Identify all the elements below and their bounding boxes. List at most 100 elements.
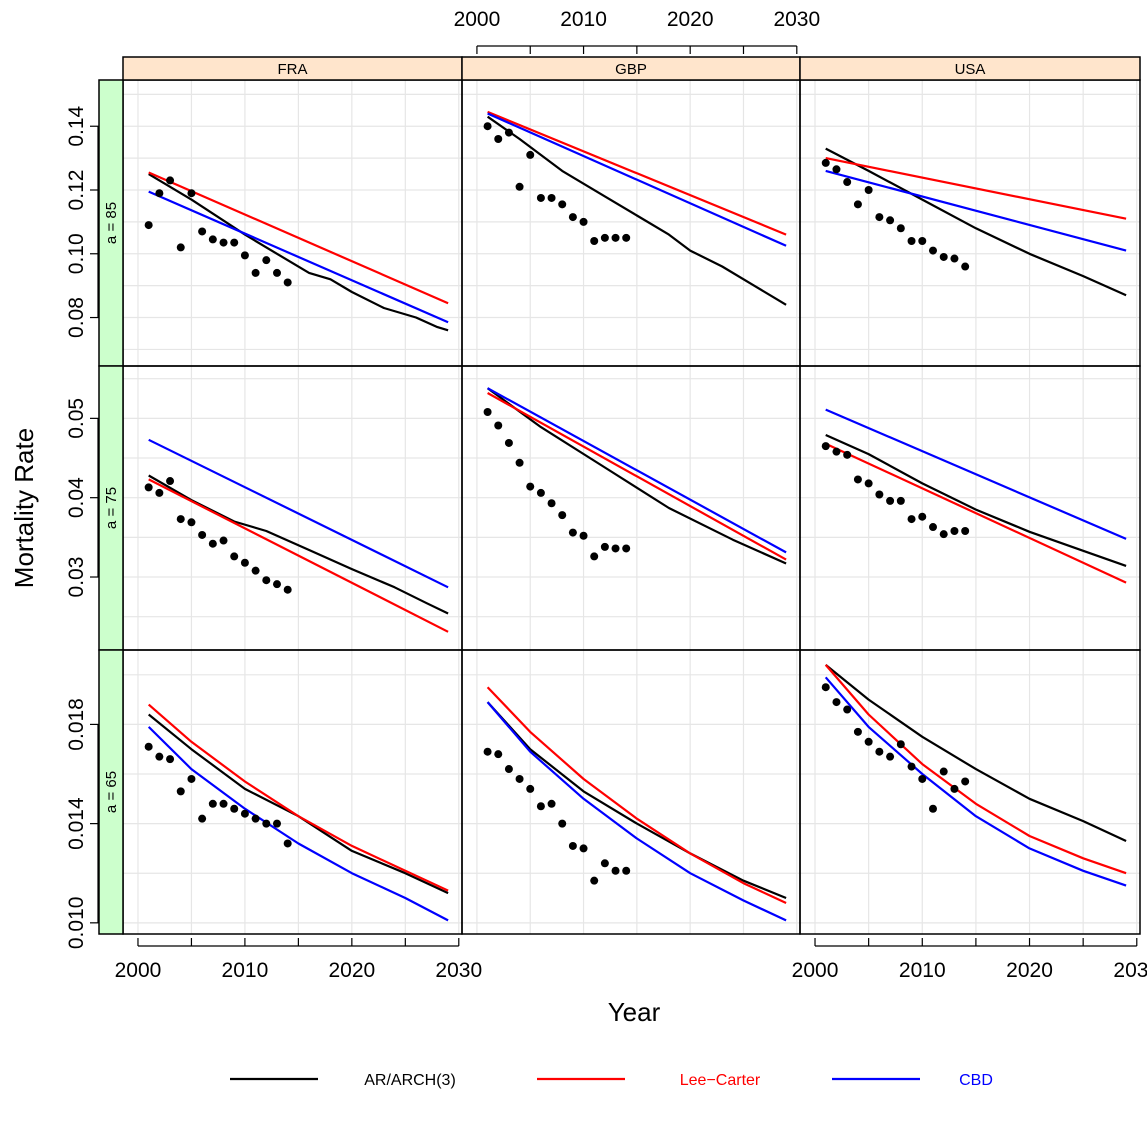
observed-point xyxy=(547,799,556,808)
panel-frame xyxy=(799,649,1141,935)
x-tick-label: 2020 xyxy=(1006,959,1053,982)
observed-point xyxy=(219,536,228,545)
observed-point xyxy=(155,189,164,198)
series-line-usa-cbd xyxy=(824,676,1127,887)
observed-point xyxy=(832,447,841,456)
observed-point xyxy=(219,799,228,808)
panel-frame xyxy=(461,365,801,651)
x-tick-label: 2030 xyxy=(1113,959,1147,982)
data-layer xyxy=(144,110,1127,922)
observed-point xyxy=(240,251,249,260)
series-line-usa-lee-carter xyxy=(825,442,1127,584)
observed-point xyxy=(176,515,185,524)
observed-point xyxy=(240,809,249,818)
observed-point xyxy=(187,518,196,527)
legend-label: AR/ARCH(3) xyxy=(364,1072,456,1089)
series-line-gbp-ar-arch-3- xyxy=(486,387,787,565)
observed-point xyxy=(579,217,588,226)
observed-point xyxy=(230,804,239,813)
series-line-gbp-cbd xyxy=(487,387,787,554)
observed-point xyxy=(272,819,281,828)
panel-frame xyxy=(461,649,801,935)
legend-label: CBD xyxy=(959,1072,993,1089)
observed-point xyxy=(886,752,895,761)
column-strip-label: GBP xyxy=(615,61,647,78)
observed-point xyxy=(483,408,492,417)
observed-point xyxy=(821,683,830,692)
observed-point xyxy=(483,122,492,131)
column-strip-label: USA xyxy=(955,61,986,78)
panel-frame xyxy=(122,365,463,651)
axes-layer: 0.08 0.10 0.12 0.14 0.03 0.04 0.05 0.010 0.014 0.… xyxy=(65,8,1147,982)
y-tick-label: 0.03 xyxy=(65,557,88,598)
observed-point xyxy=(155,488,164,497)
observed-point xyxy=(240,558,249,567)
observed-point xyxy=(515,182,524,191)
series-line-gbp-ar-arch-3- xyxy=(486,115,787,306)
observed-point xyxy=(547,193,556,202)
observed-point xyxy=(611,233,620,242)
observed-point xyxy=(918,512,927,521)
series-line-usa-ar-arch-3- xyxy=(825,664,1127,842)
observed-point xyxy=(526,482,535,491)
observed-point xyxy=(590,552,599,561)
observed-point xyxy=(875,747,884,756)
observed-point xyxy=(504,438,513,447)
observed-point xyxy=(251,566,260,575)
row-strip-label: a = 85 xyxy=(103,202,120,244)
observed-point xyxy=(144,742,153,751)
observed-point xyxy=(950,254,959,263)
series-line-fra-ar-arch-3- xyxy=(148,173,449,332)
observed-point xyxy=(208,799,217,808)
observed-point xyxy=(961,777,970,786)
observed-point xyxy=(198,227,207,236)
row-strip xyxy=(98,649,124,935)
panel-frame xyxy=(122,649,463,935)
observed-point xyxy=(961,527,970,536)
observed-point xyxy=(821,442,830,451)
observed-point xyxy=(504,128,513,137)
observed-point xyxy=(843,705,852,714)
observed-point xyxy=(579,531,588,540)
x-axis-label: Year xyxy=(608,997,661,1027)
y-tick-label: 0.018 xyxy=(65,698,88,751)
observed-point xyxy=(536,802,545,811)
observed-point xyxy=(536,488,545,497)
series-line-usa-lee-carter xyxy=(825,157,1127,220)
observed-point xyxy=(875,213,884,222)
observed-point xyxy=(166,176,175,185)
series-line-usa-lee-carter xyxy=(824,664,1127,875)
legend: AR/ARCH(3) Lee−Carter CBD xyxy=(230,1072,993,1089)
observed-point xyxy=(611,866,620,875)
observed-point xyxy=(568,528,577,537)
observed-point xyxy=(144,483,153,492)
series-line-fra-lee-carter xyxy=(148,478,449,633)
observed-point xyxy=(590,237,599,246)
y-tick-label: 0.014 xyxy=(65,797,88,850)
x-tick-label: 2030 xyxy=(435,959,482,982)
row-strip-label: a = 65 xyxy=(103,771,120,813)
series-line-fra-cbd xyxy=(148,438,449,589)
observed-point xyxy=(262,256,271,265)
x-tick-label: 2000 xyxy=(792,959,839,982)
panel-frame xyxy=(799,365,1141,651)
observed-point xyxy=(283,585,292,594)
panel-frame xyxy=(799,79,1141,367)
observed-point xyxy=(611,544,620,553)
observed-point xyxy=(230,238,239,247)
observed-point xyxy=(483,747,492,756)
series-line-usa-ar-arch-3- xyxy=(825,147,1127,297)
series-line-gbp-lee-carter xyxy=(487,392,787,561)
observed-point xyxy=(939,767,948,776)
observed-point xyxy=(515,458,524,467)
observed-point xyxy=(950,527,959,536)
observed-point xyxy=(166,755,175,764)
series-line-gbp-cbd xyxy=(486,701,787,922)
panel-frame xyxy=(122,79,463,367)
y-tick-label: 0.010 xyxy=(65,897,88,950)
observed-point xyxy=(843,450,852,459)
observed-point xyxy=(494,134,503,143)
x-tick-label: 2000 xyxy=(454,8,501,31)
series-line-usa-cbd xyxy=(825,169,1127,252)
observed-point xyxy=(600,542,609,551)
